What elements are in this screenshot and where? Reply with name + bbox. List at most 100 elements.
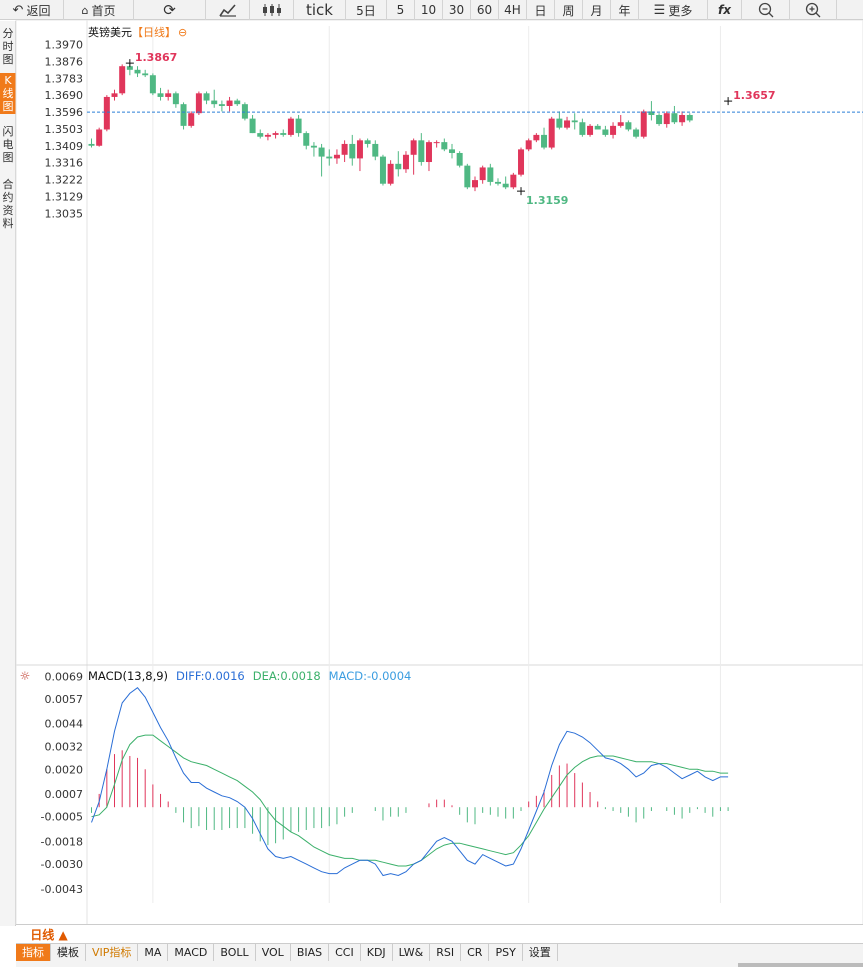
- side-tab-timeshare[interactable]: 分时图: [2, 27, 14, 66]
- indicator-tab[interactable]: BOLL: [214, 944, 256, 961]
- tick-button[interactable]: tick: [294, 0, 346, 20]
- candle-body: [249, 118, 256, 134]
- indicator-tab[interactable]: 模板: [51, 944, 86, 961]
- indicator-tab[interactable]: PSY: [489, 944, 523, 961]
- candle-body: [656, 115, 663, 125]
- period-week[interactable]: 周: [555, 0, 583, 20]
- candle-body: [679, 115, 686, 123]
- toolbar: ↶ 返回 ⌂ 首页 ⟳ tick 5日 5 10 30 60 4H 日 周 月 年 …: [0, 0, 863, 20]
- candle-body: [142, 73, 149, 76]
- candle-body: [379, 156, 386, 184]
- candle-body: [364, 140, 371, 144]
- side-tab-lightning[interactable]: 闪电图: [2, 125, 14, 164]
- period-4hour[interactable]: 4H: [499, 0, 527, 20]
- indicator-tab[interactable]: CR: [461, 944, 490, 961]
- candle-body: [525, 140, 532, 150]
- candle-body: [303, 133, 310, 146]
- period-60min[interactable]: 60: [471, 0, 499, 20]
- period-month[interactable]: 月: [583, 0, 611, 20]
- candle-body: [134, 69, 141, 74]
- candle-body: [310, 145, 317, 148]
- indicator-tab[interactable]: 指标: [16, 944, 51, 961]
- indicator-tab[interactable]: KDJ: [361, 944, 393, 961]
- refresh-icon: ⟳: [163, 1, 176, 19]
- period-day[interactable]: 日: [527, 0, 555, 20]
- candle-body: [510, 174, 517, 188]
- macd-tick-label: 0.0007: [45, 788, 84, 801]
- macd-dea-value: DEA:0.0018: [253, 669, 321, 683]
- period-5min[interactable]: 5: [387, 0, 415, 20]
- indicator-tab[interactable]: VOL: [256, 944, 291, 961]
- candle-body: [472, 180, 478, 188]
- candle-body: [280, 133, 287, 135]
- price-tick-label: 1.3316: [45, 157, 84, 170]
- candle-body: [96, 129, 103, 146]
- candle-body: [518, 149, 525, 175]
- candle-body: [418, 140, 425, 163]
- candle-body: [594, 125, 601, 130]
- period-5day[interactable]: 5日: [346, 0, 387, 20]
- price-tick-label: 1.3596: [45, 106, 84, 119]
- back-button[interactable]: ↶ 返回: [0, 0, 64, 20]
- candlestick-button[interactable]: [250, 0, 294, 20]
- candle-body: [456, 152, 463, 166]
- formula-fx-icon: fx: [718, 3, 731, 17]
- zoom-out-button[interactable]: [742, 0, 790, 20]
- candle-body: [663, 113, 670, 125]
- indicator-tab[interactable]: MA: [138, 944, 169, 961]
- candle-body: [211, 100, 218, 105]
- macd-macd-value: MACD:-0.0004: [329, 669, 412, 683]
- macd-tick-label: -0.0043: [41, 883, 83, 896]
- macd-tick-label: 0.0057: [45, 693, 84, 706]
- price-tick-label: 1.3783: [45, 72, 84, 85]
- candle-body: [548, 118, 555, 148]
- period-30min[interactable]: 30: [443, 0, 471, 20]
- indicator-tab[interactable]: BIAS: [291, 944, 330, 961]
- chart-title: 英镑美元【日线】 ⊖: [88, 25, 187, 39]
- line-chart-button[interactable]: [206, 0, 250, 20]
- candle-body: [571, 120, 578, 123]
- price-tick-label: 1.3222: [45, 174, 84, 187]
- zoom-in-button[interactable]: [790, 0, 837, 20]
- macd-tick-label: 0.0069: [45, 670, 84, 683]
- candle-body: [640, 111, 647, 137]
- candle-body: [633, 129, 640, 137]
- period-10min[interactable]: 10: [415, 0, 443, 20]
- indicator-tab[interactable]: RSI: [430, 944, 462, 961]
- candle-body: [402, 154, 409, 170]
- more-button[interactable]: ☰ 更多: [639, 0, 708, 20]
- candle-body: [103, 96, 110, 130]
- candle-body: [495, 181, 502, 184]
- candle-body: [686, 115, 693, 121]
- candle-body: [610, 125, 617, 135]
- side-tab-contract-info[interactable]: 合约资料: [2, 178, 14, 230]
- macd-tick-label: -0.0005: [41, 811, 83, 824]
- price-tick-label: 1.3876: [45, 55, 84, 68]
- close-icon[interactable]: ⊖: [178, 26, 187, 39]
- macd-name: MACD(13,8,9): [88, 669, 168, 683]
- candle-body: [502, 183, 509, 188]
- indicator-tab[interactable]: 设置: [523, 944, 558, 961]
- indicator-tab[interactable]: MACD: [168, 944, 215, 961]
- candlestick-icon: [262, 4, 281, 16]
- home-button[interactable]: ⌂ 首页: [64, 0, 134, 20]
- period-year[interactable]: 年: [611, 0, 639, 20]
- candle-body: [556, 118, 563, 128]
- candle-body: [226, 100, 233, 106]
- indicator-tab[interactable]: LW&: [393, 944, 431, 961]
- candle-body: [333, 154, 340, 159]
- zoom-out-icon: [758, 2, 773, 18]
- indicator-tab[interactable]: VIP指标: [86, 944, 139, 961]
- candle-body: [188, 113, 195, 126]
- period-selector[interactable]: 日线 ▲: [30, 928, 68, 942]
- dea-line: [91, 734, 729, 867]
- horizontal-scrollbar[interactable]: [738, 963, 863, 967]
- indicator-tab[interactable]: CCI: [329, 944, 361, 961]
- candle-body: [157, 93, 164, 97]
- price-tick-label: 1.3035: [45, 208, 84, 221]
- candle-body: [88, 143, 95, 146]
- back-arrow-icon: ↶: [12, 2, 24, 18]
- refresh-button[interactable]: ⟳: [134, 0, 206, 20]
- side-tab-kline[interactable]: K线图: [0, 73, 16, 114]
- formula-button[interactable]: fx: [708, 0, 742, 20]
